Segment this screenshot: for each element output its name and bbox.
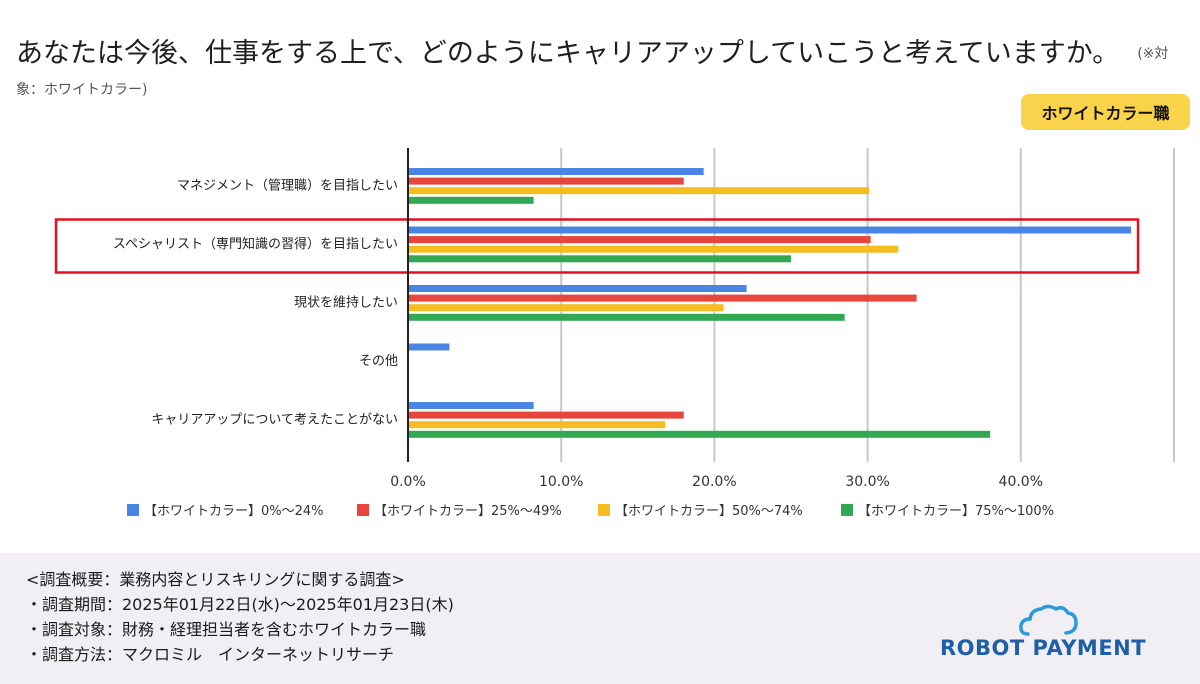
bar: [408, 255, 791, 263]
survey-period: ・調査期間：2025年01月22日(水)〜2025年01月23日(木): [26, 595, 454, 614]
category-label: マネジメント（管理職）を目指したい: [177, 179, 398, 194]
legend-label: 【ホワイトカラー】0%〜24%: [144, 504, 324, 519]
chart-title: あなたは今後、仕事をする上で、どのようにキャリアアップしていこうと考えていますか…: [16, 36, 1186, 108]
legend-swatch: [127, 504, 139, 516]
bar: [408, 196, 534, 204]
tick-label: 10.0%: [539, 474, 583, 490]
survey-footer: <調査概要：業務内容とリスキリングに関する調査> ・調査期間：2025年01月2…: [0, 553, 1200, 684]
bar: [408, 421, 666, 429]
bar: [408, 236, 871, 244]
bar: [408, 168, 704, 175]
survey-method: ・調査方法：マクロミル インターネットリサーチ: [26, 645, 395, 664]
category-badge: ホワイトカラー職: [1021, 94, 1190, 130]
logo-text: ROBOT PAYMENT: [940, 636, 1147, 660]
tick-label: 20.0%: [692, 474, 736, 490]
bar: [408, 402, 534, 409]
survey-target: ・調査対象：財務・経理担当者を含むホワイトカラー職: [26, 620, 427, 639]
bar: [408, 294, 917, 302]
legend-label: 【ホワイトカラー】75%〜100%: [858, 504, 1054, 519]
bar: [408, 187, 870, 195]
bar: [408, 177, 684, 185]
bar: [408, 430, 991, 438]
category-label: キャリアアップについて考えたことがない: [151, 413, 398, 428]
cloud-icon: [1019, 604, 1078, 636]
tick-label: 40.0%: [999, 474, 1043, 490]
tick-label: 0.0%: [390, 474, 426, 490]
bar: [408, 245, 899, 253]
legend-label: 【ホワイトカラー】50%〜74%: [615, 504, 803, 519]
highlight-box: [54, 218, 1140, 274]
category-label: その他: [359, 354, 398, 369]
legend-label: 【ホワイトカラー】25%〜49%: [374, 504, 562, 519]
bar: [408, 226, 1132, 234]
robot-payment-logo: ROBOT PAYMENT: [940, 603, 1160, 663]
bar: [408, 343, 450, 351]
bar: [408, 304, 724, 312]
legend-swatch: [357, 504, 369, 516]
survey-info-list: <調査概要：業務内容とリスキリングに関する調査> ・調査期間：2025年01月2…: [26, 567, 454, 667]
bar: [408, 313, 845, 321]
title-main: あなたは今後、仕事をする上で、どのようにキャリアアップしていこうと考えていますか…: [16, 38, 1120, 69]
bar: [408, 285, 747, 292]
category-label: 現状を維持したい: [294, 296, 398, 311]
legend-swatch: [841, 504, 853, 516]
category-label: スペシャリスト（専門知識の習得）を目指したい: [113, 236, 398, 252]
tick-label: 30.0%: [845, 474, 889, 490]
legend-swatch: [598, 504, 610, 516]
bar-chart: マネジメント（管理職）を目指したいスペシャリスト（専門知識の習得）を目指したい現…: [54, 148, 1175, 519]
bar: [408, 411, 684, 419]
title-note: (※対象：ホワイトカラー): [16, 46, 1169, 98]
survey-heading: <調査概要：業務内容とリスキリングに関する調査>: [26, 570, 405, 589]
